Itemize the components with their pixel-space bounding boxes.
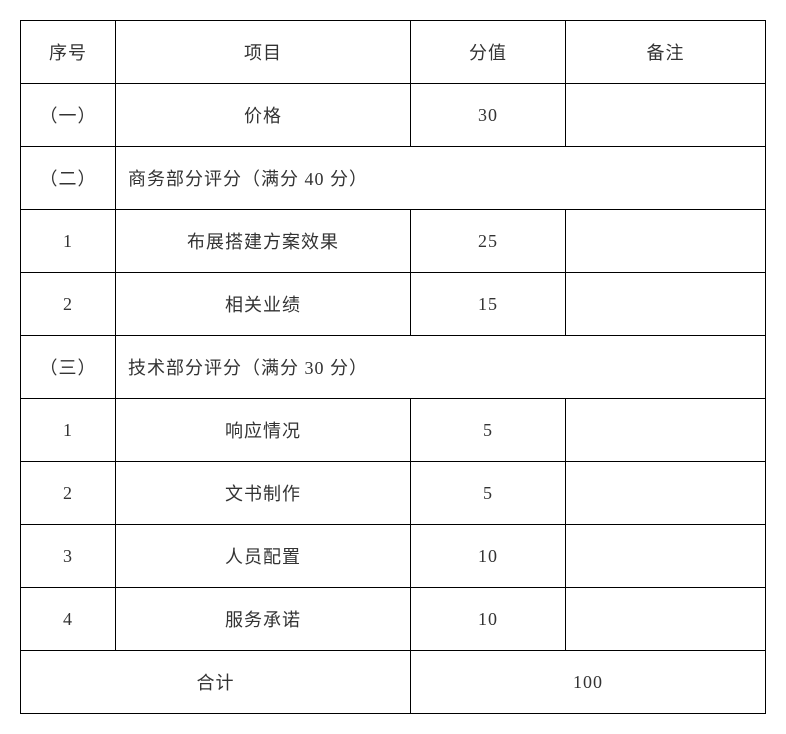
row-item: 响应情况 — [116, 399, 411, 462]
row-remark — [566, 84, 766, 147]
row-score: 5 — [411, 399, 566, 462]
row-index: （一） — [21, 84, 116, 147]
row-remark — [566, 525, 766, 588]
row-remark — [566, 399, 766, 462]
row-score: 5 — [411, 462, 566, 525]
table-row: （一） 价格 30 — [21, 84, 766, 147]
section-row: （三） 技术部分评分（满分 30 分） — [21, 336, 766, 399]
table-row: 3 人员配置 10 — [21, 525, 766, 588]
scoring-table: 序号 项目 分值 备注 （一） 价格 30 （二） 商务部分评分（满分 40 分… — [20, 20, 766, 714]
header-score: 分值 — [411, 21, 566, 84]
section-index: （三） — [21, 336, 116, 399]
row-index: 2 — [21, 462, 116, 525]
row-remark — [566, 462, 766, 525]
row-score: 10 — [411, 588, 566, 651]
row-remark — [566, 588, 766, 651]
row-score: 15 — [411, 273, 566, 336]
row-item: 相关业绩 — [116, 273, 411, 336]
section-title: 技术部分评分（满分 30 分） — [116, 336, 766, 399]
total-row: 合计 100 — [21, 651, 766, 714]
section-index: （二） — [21, 147, 116, 210]
row-index: 3 — [21, 525, 116, 588]
row-item: 人员配置 — [116, 525, 411, 588]
row-score: 30 — [411, 84, 566, 147]
table-row: 2 相关业绩 15 — [21, 273, 766, 336]
row-index: 4 — [21, 588, 116, 651]
row-index: 1 — [21, 210, 116, 273]
table-row: 1 响应情况 5 — [21, 399, 766, 462]
row-score: 25 — [411, 210, 566, 273]
section-row: （二） 商务部分评分（满分 40 分） — [21, 147, 766, 210]
table-row: 2 文书制作 5 — [21, 462, 766, 525]
row-index: 2 — [21, 273, 116, 336]
row-index: 1 — [21, 399, 116, 462]
total-value: 100 — [411, 651, 766, 714]
row-item: 价格 — [116, 84, 411, 147]
header-row: 序号 项目 分值 备注 — [21, 21, 766, 84]
row-score: 10 — [411, 525, 566, 588]
total-label: 合计 — [21, 651, 411, 714]
row-item: 布展搭建方案效果 — [116, 210, 411, 273]
header-remark: 备注 — [566, 21, 766, 84]
header-item: 项目 — [116, 21, 411, 84]
header-index: 序号 — [21, 21, 116, 84]
row-item: 服务承诺 — [116, 588, 411, 651]
row-remark — [566, 210, 766, 273]
table-row: 1 布展搭建方案效果 25 — [21, 210, 766, 273]
table-row: 4 服务承诺 10 — [21, 588, 766, 651]
row-remark — [566, 273, 766, 336]
row-item: 文书制作 — [116, 462, 411, 525]
section-title: 商务部分评分（满分 40 分） — [116, 147, 766, 210]
